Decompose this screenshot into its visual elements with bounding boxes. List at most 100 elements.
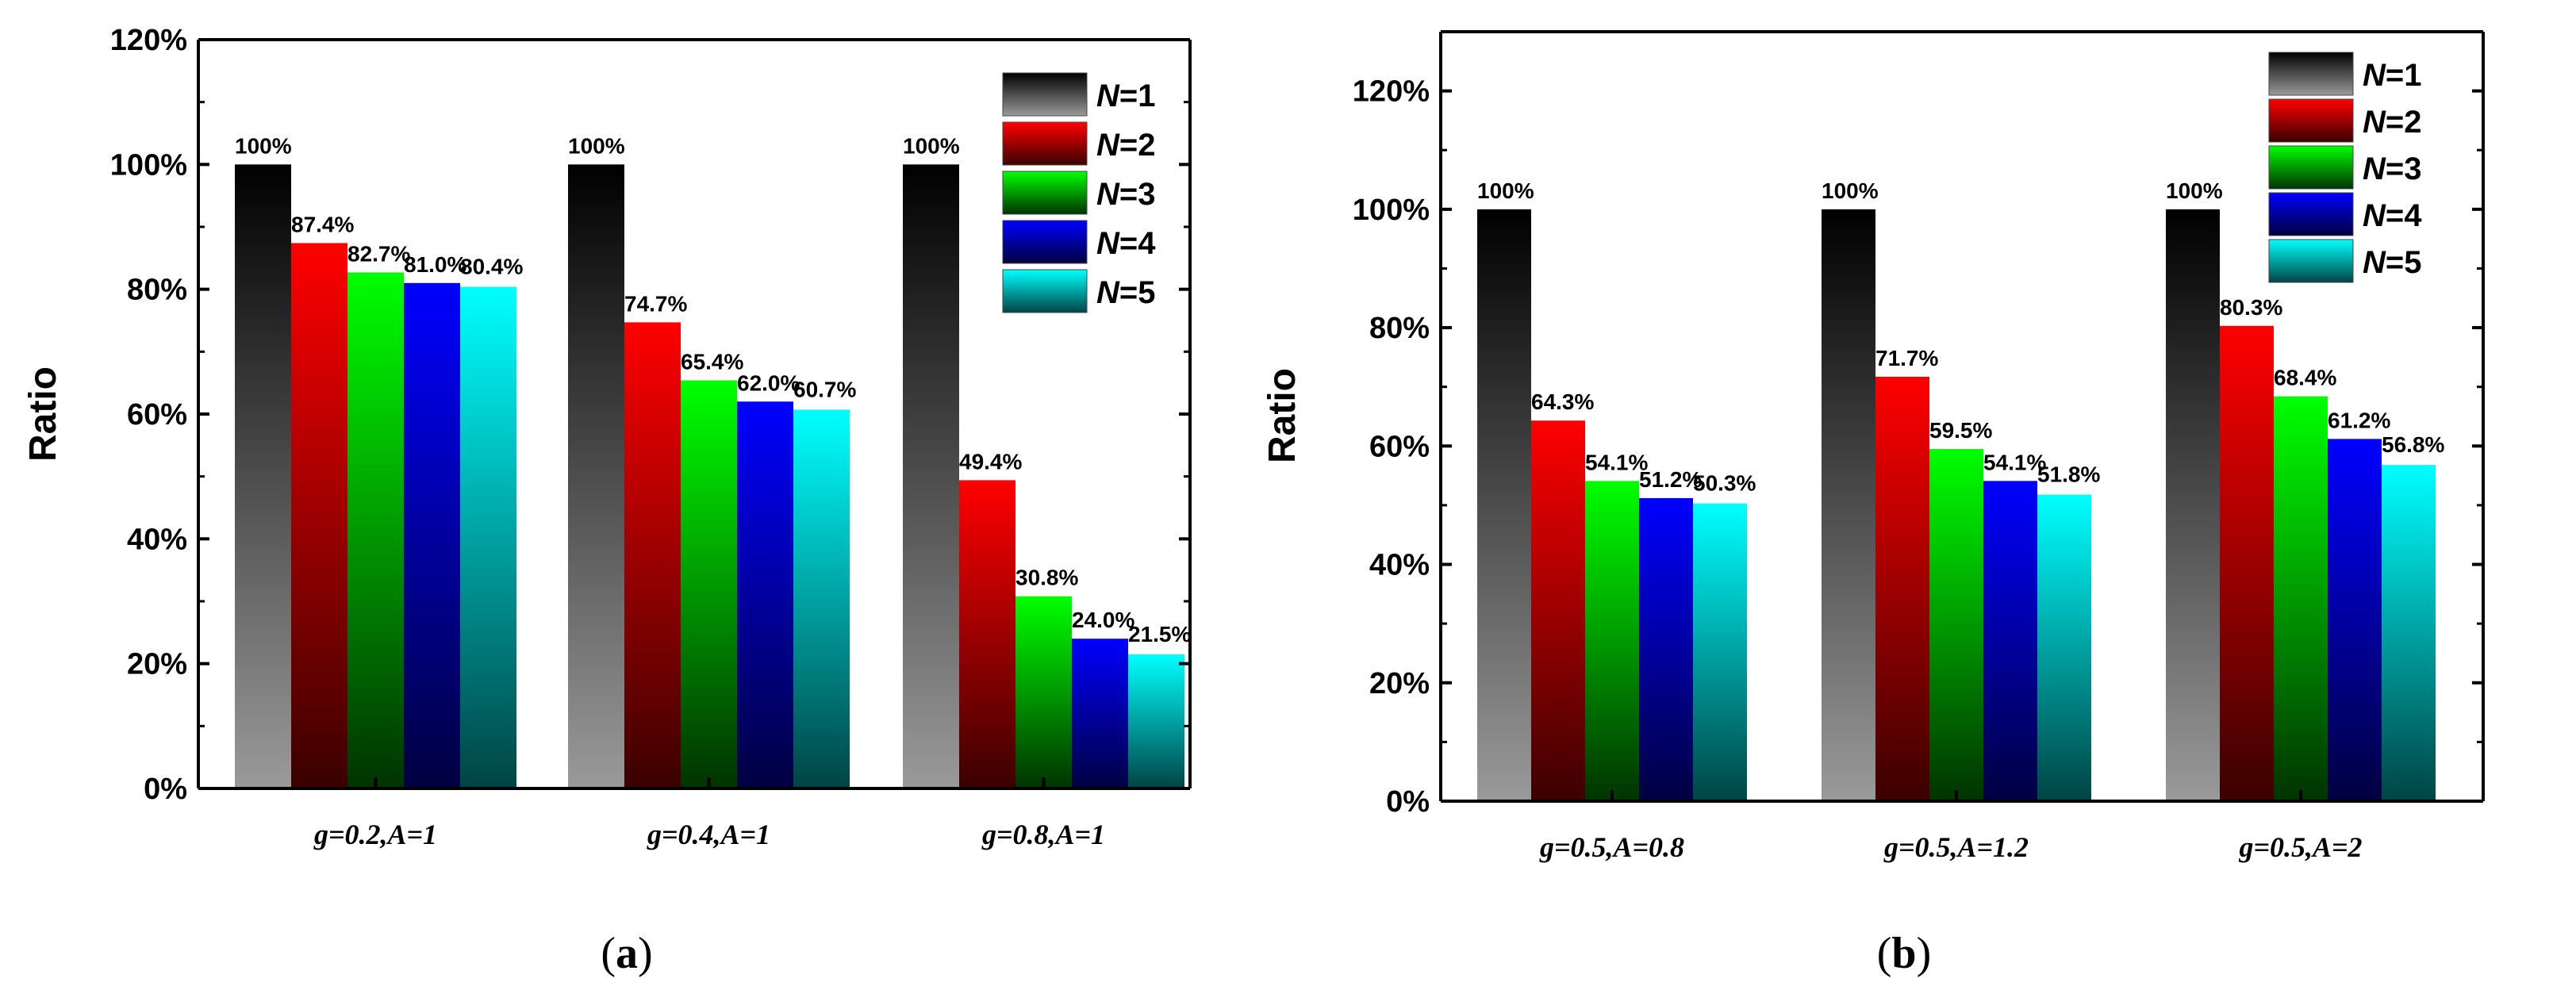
panel-b-legend-swatch bbox=[2268, 52, 2354, 96]
panel-b-category-label: g=0.5,A=2 bbox=[2238, 831, 2362, 863]
panel-b-chart: 100%64.3%54.1%51.2%50.3%100%71.7%59.5%54… bbox=[1261, 30, 2485, 863]
panel-a-caption: (a) bbox=[601, 929, 652, 978]
panel-a-bar-N5-cat2 bbox=[793, 409, 850, 788]
panel-b-legend-swatch bbox=[2268, 192, 2354, 236]
panel-a-chart: 100% 87.4% 82.7%81.0%80.4% 100% 74.7% 65.4%62… bbox=[22, 24, 1192, 850]
panel-a-data-label: 100% bbox=[568, 133, 625, 158]
panel-b-legend-swatch bbox=[2268, 98, 2354, 143]
panel-a-bar-N3-cat1 bbox=[347, 272, 404, 789]
panel-b-y-tick-label: 100% bbox=[1353, 194, 1430, 227]
panel-b-data-label: 100% bbox=[1477, 178, 1534, 203]
panel-a-caption-letter: a bbox=[616, 929, 638, 978]
panel-b-bar-N4-cat3 bbox=[2328, 439, 2382, 801]
panel-b-data-label: 54.1% bbox=[1585, 450, 1648, 474]
panel-b-y-tick-label: 20% bbox=[1369, 667, 1430, 700]
panel-a-bar-N1-cat2 bbox=[568, 164, 624, 789]
panel-a-legend-swatch bbox=[1002, 269, 1088, 313]
panel-b-bar-N4-cat1 bbox=[1639, 497, 1693, 801]
panel-a-data-label: 81.0% bbox=[404, 252, 466, 277]
panel-b-legend-label: N=4 bbox=[2363, 198, 2422, 233]
panel-b-data-label: 51.2% bbox=[1639, 467, 1702, 492]
panel-b-data-label: 71.7% bbox=[1875, 346, 1938, 370]
panel-b-y-tick-label: 40% bbox=[1369, 549, 1430, 582]
panel-a-data-label: 74.7% bbox=[624, 291, 687, 316]
panel-a-bar-N5-cat1 bbox=[460, 286, 516, 788]
panel-a-data-label: 24.0% bbox=[1072, 608, 1134, 632]
panel-a-legend-label: N=4 bbox=[1096, 226, 1156, 261]
panel-b-data-label: 100% bbox=[1822, 178, 1879, 203]
panel-a-data-label: 62.0% bbox=[737, 370, 800, 395]
panel-b-caption-letter: b bbox=[1891, 929, 1916, 978]
panel-b-y-tick-label: 120% bbox=[1353, 75, 1430, 109]
panel-a-bar-N4-cat2 bbox=[737, 401, 793, 788]
panel-b-bar-N2-cat3 bbox=[2220, 325, 2274, 801]
panel-a-bar-N3-cat3 bbox=[1015, 596, 1072, 788]
panel-a-bar-N4-cat3 bbox=[1072, 639, 1128, 788]
panel-a-y-axis-title: Ratio bbox=[22, 366, 64, 462]
panel-b-legend-swatch bbox=[2268, 239, 2354, 283]
panel-a-legend-label: N=5 bbox=[1096, 275, 1156, 310]
panel-a-legend-swatch bbox=[1002, 72, 1088, 117]
panel-a-category-label: g=0.2,A=1 bbox=[313, 819, 437, 850]
panel-b-bar-N2-cat2 bbox=[1875, 377, 1929, 801]
panel-a-y-tick-label: 80% bbox=[127, 274, 187, 307]
panel-b-data-label: 61.2% bbox=[2328, 408, 2390, 432]
panel-b-bar-N3-cat1 bbox=[1585, 481, 1639, 801]
panel-b-y-tick-label: 0% bbox=[1386, 785, 1430, 819]
panel-a-data-label: 60.7% bbox=[793, 377, 856, 401]
panel-b-y-axis-title: Ratio bbox=[1261, 368, 1303, 463]
panel-b-legend-label: N=2 bbox=[2363, 105, 2422, 140]
panel-b-legend: N=1 N=2 N=3 N=4 N=5 bbox=[2268, 52, 2422, 283]
panel-a-data-label: 30.8% bbox=[1015, 566, 1078, 590]
panel-b-bar-N1-cat2 bbox=[1822, 209, 1875, 801]
panel-a-bar-N2-cat2 bbox=[624, 322, 681, 788]
panel-b-data-label: 50.3% bbox=[1693, 471, 1756, 496]
panel-a-data-label: 65.4% bbox=[681, 350, 743, 374]
panel-b-bar-N5-cat1 bbox=[1693, 503, 1747, 801]
panel-a-data-label: 21.5% bbox=[1128, 622, 1191, 646]
panel-a-y-tick-label: 40% bbox=[127, 523, 187, 556]
panel-a-category-label: g=0.4,A=1 bbox=[647, 819, 770, 850]
panel-a-y-tick-label: 120% bbox=[110, 24, 187, 57]
panel-b-bar-N5-cat3 bbox=[2382, 465, 2436, 801]
panel-a-data-label: 82.7% bbox=[347, 241, 410, 266]
panel-a-legend-swatch bbox=[1002, 220, 1088, 264]
panel-a-legend-label: N=2 bbox=[1096, 128, 1156, 163]
panel-b-legend-label: N=1 bbox=[2363, 58, 2422, 93]
panel-b-bar-N1-cat1 bbox=[1477, 209, 1531, 801]
panel-a-bar-N3-cat2 bbox=[681, 380, 737, 788]
panel-a-category-label: g=0.8,A=1 bbox=[981, 819, 1105, 850]
panel-b-legend-swatch bbox=[2268, 145, 2354, 190]
panel-b-bar-N3-cat2 bbox=[1929, 449, 1983, 801]
panel-b-bar-N3-cat3 bbox=[2274, 396, 2328, 801]
panel-b-y-tick-label: 80% bbox=[1369, 312, 1430, 345]
panel-a-data-label: 49.4% bbox=[959, 449, 1022, 474]
panel-a-bar-N4-cat1 bbox=[404, 282, 460, 788]
panel-a-bar-N5-cat3 bbox=[1128, 654, 1184, 788]
panel-a-y-tick-label: 60% bbox=[127, 398, 187, 432]
panel-b-legend-label: N=5 bbox=[2363, 245, 2422, 280]
panel-a-data-label: 80.4% bbox=[460, 255, 523, 279]
panel-a-y-tick-label: 0% bbox=[144, 773, 187, 806]
panel-a-legend-label: N=1 bbox=[1096, 79, 1156, 113]
panel-b-data-label: 68.4% bbox=[2274, 366, 2336, 390]
panel-a-legend-swatch bbox=[1002, 121, 1088, 166]
panel-b-data-label: 54.1% bbox=[1983, 450, 2046, 474]
panel-a-data-label: 100% bbox=[903, 133, 960, 158]
panel-b-data-label: 59.5% bbox=[1929, 418, 1992, 443]
panel-b-category-label: g=0.5,A=0.8 bbox=[1539, 831, 1684, 863]
panel-b-data-label: 51.8% bbox=[2037, 462, 2100, 486]
panel-a-y-tick-label: 100% bbox=[110, 148, 187, 182]
panel-a-y-tick-label: 20% bbox=[127, 648, 187, 681]
panel-a-bar-N1-cat3 bbox=[903, 164, 959, 789]
panel-b-bar-N4-cat2 bbox=[1983, 481, 2037, 801]
panel-b-category-label: g=0.5,A=1.2 bbox=[1883, 831, 2029, 863]
panel-a-data-label: 100% bbox=[235, 133, 292, 158]
panel-a-legend-swatch bbox=[1002, 171, 1088, 215]
panel-b-data-label: 56.8% bbox=[2382, 432, 2444, 457]
panel-a-legend-label: N=3 bbox=[1096, 177, 1156, 212]
panel-b-legend-label: N=3 bbox=[2363, 152, 2422, 186]
panel-a-bar-N2-cat3 bbox=[959, 480, 1015, 788]
panel-b-bar-N5-cat2 bbox=[2037, 494, 2091, 801]
